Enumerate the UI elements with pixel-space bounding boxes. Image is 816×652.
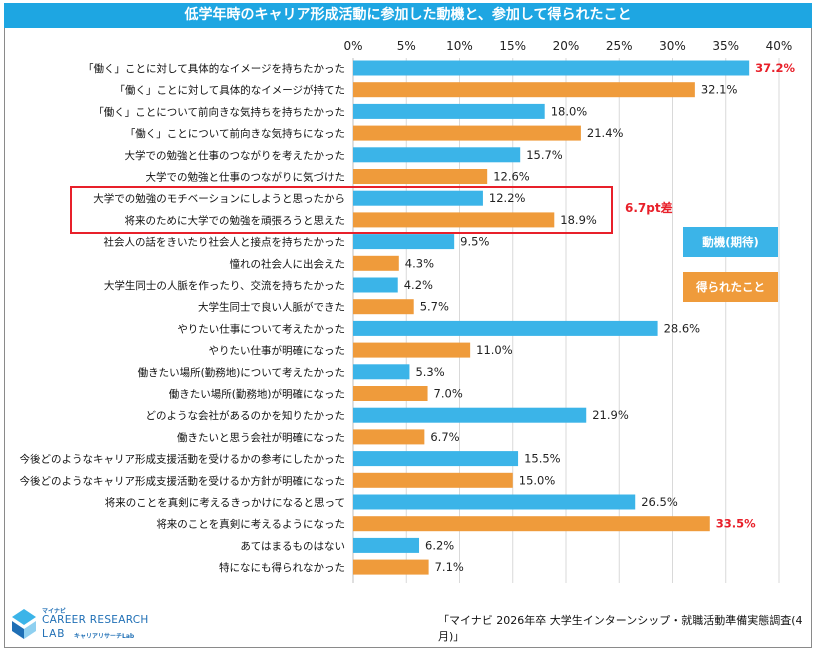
bar bbox=[353, 342, 471, 358]
bar bbox=[353, 451, 519, 467]
value-label: 7.1% bbox=[435, 560, 464, 574]
bar bbox=[353, 472, 513, 488]
x-tick-label: 30% bbox=[659, 39, 686, 53]
logo-kana: キャリアリサーチLab bbox=[74, 633, 135, 640]
category-label: 大学での勉強と仕事のつながりを考えたかった bbox=[125, 149, 346, 162]
category-label: 将来のために大学での勉強を頑張ろうと思えた bbox=[125, 214, 346, 227]
bar bbox=[353, 429, 425, 445]
value-label: 15.0% bbox=[519, 473, 556, 487]
x-tick-label: 0% bbox=[343, 39, 362, 53]
logo-brand-small: マイナビ bbox=[42, 608, 66, 615]
x-tick-label: 35% bbox=[712, 39, 739, 53]
bar bbox=[353, 60, 750, 76]
bar bbox=[353, 320, 658, 336]
bar bbox=[353, 125, 581, 141]
bar bbox=[353, 494, 636, 510]
value-label: 4.2% bbox=[404, 278, 433, 292]
value-label: 5.3% bbox=[415, 365, 444, 379]
category-label: 今後どのようなキャリア形成支援活動を受けるかの参考にしたかった bbox=[20, 453, 346, 466]
logo-line2: LAB bbox=[42, 628, 66, 640]
bar bbox=[353, 386, 428, 401]
category-label: 社会人の話をきいたり社会人と接点を持ちたかった bbox=[104, 236, 346, 249]
legend-expected: 動機(期待) bbox=[683, 227, 778, 257]
value-label: 7.0% bbox=[434, 387, 463, 401]
value-label: 11.0% bbox=[476, 343, 513, 357]
source-note: 「マイナビ 2026年卒 大学生インターンシップ・就職活動準備実態調査(4月)」 bbox=[438, 614, 803, 643]
value-label: 12.2% bbox=[489, 191, 526, 205]
bar bbox=[353, 103, 545, 119]
bar bbox=[353, 299, 414, 315]
value-label: 26.5% bbox=[641, 495, 678, 509]
bar bbox=[353, 516, 710, 532]
category-label: 大学生同士の人脈を作ったり、交流を持ちたかった bbox=[104, 279, 345, 292]
category-label: やりたい仕事が明確になった bbox=[209, 344, 346, 357]
value-label: 33.5% bbox=[716, 517, 756, 531]
category-label: 働きたいと思う会社が明確になった bbox=[177, 431, 345, 444]
logo-line1: CAREER RESEARCH bbox=[42, 614, 149, 626]
logo-mark-icon bbox=[12, 609, 36, 639]
bar bbox=[353, 364, 410, 380]
category-label: 働きたい場所(勤務地)が明確になった bbox=[169, 388, 345, 401]
value-label: 21.4% bbox=[587, 126, 624, 140]
category-label: 大学生同士で良い人脈ができた bbox=[198, 301, 345, 314]
category-label: 「働く」ことに対して具体的なイメージが持てた bbox=[115, 84, 345, 97]
category-label: 「働く」ことについて前向きな気持ちを持ちたかった bbox=[93, 105, 345, 118]
value-label: 37.2% bbox=[755, 61, 795, 75]
bar bbox=[353, 147, 521, 163]
category-label: あてはまるものはない bbox=[240, 540, 345, 552]
value-label: 28.6% bbox=[664, 321, 701, 335]
bar bbox=[353, 212, 555, 228]
value-label: 5.7% bbox=[420, 300, 449, 314]
x-tick-label: 20% bbox=[553, 39, 580, 53]
x-tick-label: 25% bbox=[606, 39, 633, 53]
value-label: 4.3% bbox=[405, 256, 434, 270]
value-label: 12.6% bbox=[493, 170, 530, 184]
value-label: 21.9% bbox=[592, 408, 629, 422]
bar bbox=[353, 169, 488, 184]
bar bbox=[353, 234, 455, 250]
category-label: やりたい仕事について考えたかった bbox=[177, 322, 345, 335]
value-label: 15.5% bbox=[524, 452, 561, 466]
category-label: 大学での勉強のモチベーションにしようと思ったから bbox=[93, 192, 345, 205]
category-label: 「働く」ことに対して具体的なイメージを持ちたかった bbox=[83, 62, 345, 75]
category-label: 「働く」ことについて前向きな気持ちになった bbox=[125, 127, 345, 140]
x-tick-label: 5% bbox=[397, 39, 416, 53]
bar bbox=[353, 277, 398, 293]
category-label: 特になにも得られなかった bbox=[219, 562, 345, 574]
career-research-lab-logo: マイナビ CAREER RESEARCH LAB キャリアリサーチLab bbox=[12, 606, 162, 646]
bar bbox=[353, 559, 429, 575]
bar bbox=[353, 255, 399, 271]
value-label: 15.7% bbox=[526, 148, 563, 162]
value-label: 18.9% bbox=[560, 213, 597, 227]
category-label: 将来のことを真剣に考えるきっかけになると思って bbox=[105, 496, 345, 509]
bar bbox=[353, 82, 695, 98]
legend-gained: 得られたこと bbox=[683, 272, 778, 302]
chart-title: 低学年時のキャリア形成活動に参加した動機と、参加して得られたこと bbox=[4, 3, 812, 28]
bar bbox=[353, 537, 420, 553]
bar bbox=[353, 407, 587, 423]
category-label: どのような会社があるのかを知りたかった bbox=[146, 409, 346, 422]
category-label: 今後どのようなキャリア形成支援活動を受けるか方針が明確になった bbox=[20, 474, 346, 487]
value-label: 6.2% bbox=[425, 538, 454, 552]
value-label: 32.1% bbox=[701, 83, 738, 97]
category-label: 大学での勉強と仕事のつながりに気づけた bbox=[146, 171, 346, 184]
value-label: 6.7% bbox=[430, 430, 459, 444]
bar bbox=[353, 190, 483, 206]
value-label: 9.5% bbox=[460, 235, 489, 249]
x-tick-label: 40% bbox=[766, 39, 793, 53]
category-label: 将来のことを真剣に考えるようになった bbox=[156, 518, 345, 531]
category-label: 働きたい場所(勤務地)について考えたかった bbox=[138, 366, 345, 379]
category-label: 憧れの社会人に出会えた bbox=[230, 257, 346, 270]
difference-label: 6.7pt差 bbox=[625, 201, 673, 215]
highlight-box bbox=[70, 186, 613, 234]
value-label: 18.0% bbox=[551, 104, 588, 118]
x-tick-label: 10% bbox=[446, 39, 473, 53]
x-tick-label: 15% bbox=[499, 39, 526, 53]
